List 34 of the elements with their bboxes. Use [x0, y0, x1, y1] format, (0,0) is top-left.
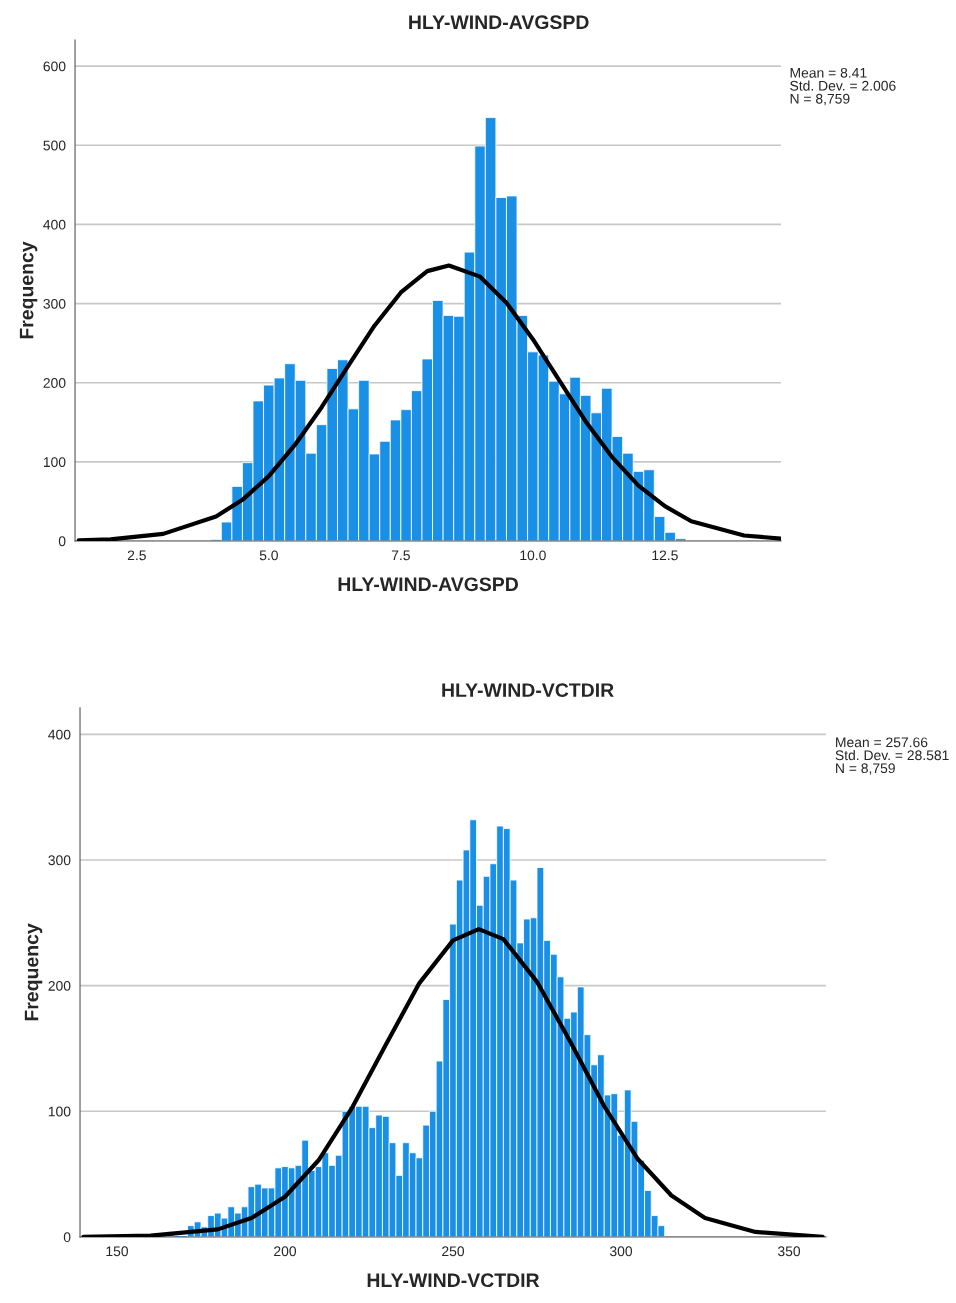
x-tick-label: 12.5: [652, 550, 678, 561]
x-tick-label: 2.5: [127, 550, 146, 561]
chart-title: HLY-WIND-VCTDIR: [442, 683, 614, 697]
x-tick-label: 7.5: [391, 550, 410, 561]
y-tick-label: 400: [48, 729, 71, 740]
x-tick-label: 150: [106, 1246, 129, 1257]
y-tick-label: 400: [43, 219, 66, 230]
chart-title: HLY-WIND-AVGSPD: [409, 15, 589, 30]
y-tick-label: 100: [48, 1106, 71, 1117]
y-tick-label: 600: [43, 61, 66, 72]
x-tick-label: 300: [609, 1246, 633, 1257]
text: Std. Dev. = 28.581: [835, 749, 949, 761]
x-tick-label: 200: [274, 1246, 297, 1257]
y-tick-label: 200: [48, 980, 71, 991]
y-tick-label: 500: [43, 140, 66, 151]
y-tick-label: 100: [43, 457, 66, 468]
x-tick-label: 350: [777, 1246, 801, 1257]
y-tick-label: 300: [48, 855, 71, 866]
y-axis-title: Frequency: [19, 241, 38, 339]
x-tick-label: 5.0: [259, 550, 278, 561]
x-tick-label: 250: [442, 1246, 465, 1257]
y-tick-label: 0: [58, 536, 66, 547]
y-tick-label: 0: [63, 1232, 71, 1243]
text: Mean = 257.66: [836, 737, 928, 748]
text: Std. Dev. = 2.006: [790, 80, 896, 91]
x-tick-label: 10.0: [520, 550, 546, 561]
text: N = 8,759: [790, 93, 850, 106]
y-tick-label: 300: [43, 298, 66, 309]
x-axis-title: HLY-WIND-AVGSPD: [338, 577, 518, 592]
text: N = 8,759: [836, 763, 895, 775]
text: Mean = 8.41: [790, 67, 867, 78]
y-tick-label: 200: [43, 378, 66, 388]
x-axis-title: HLY-WIND-VCTDIR: [367, 1273, 540, 1288]
y-axis-title: Frequency: [24, 923, 43, 1021]
